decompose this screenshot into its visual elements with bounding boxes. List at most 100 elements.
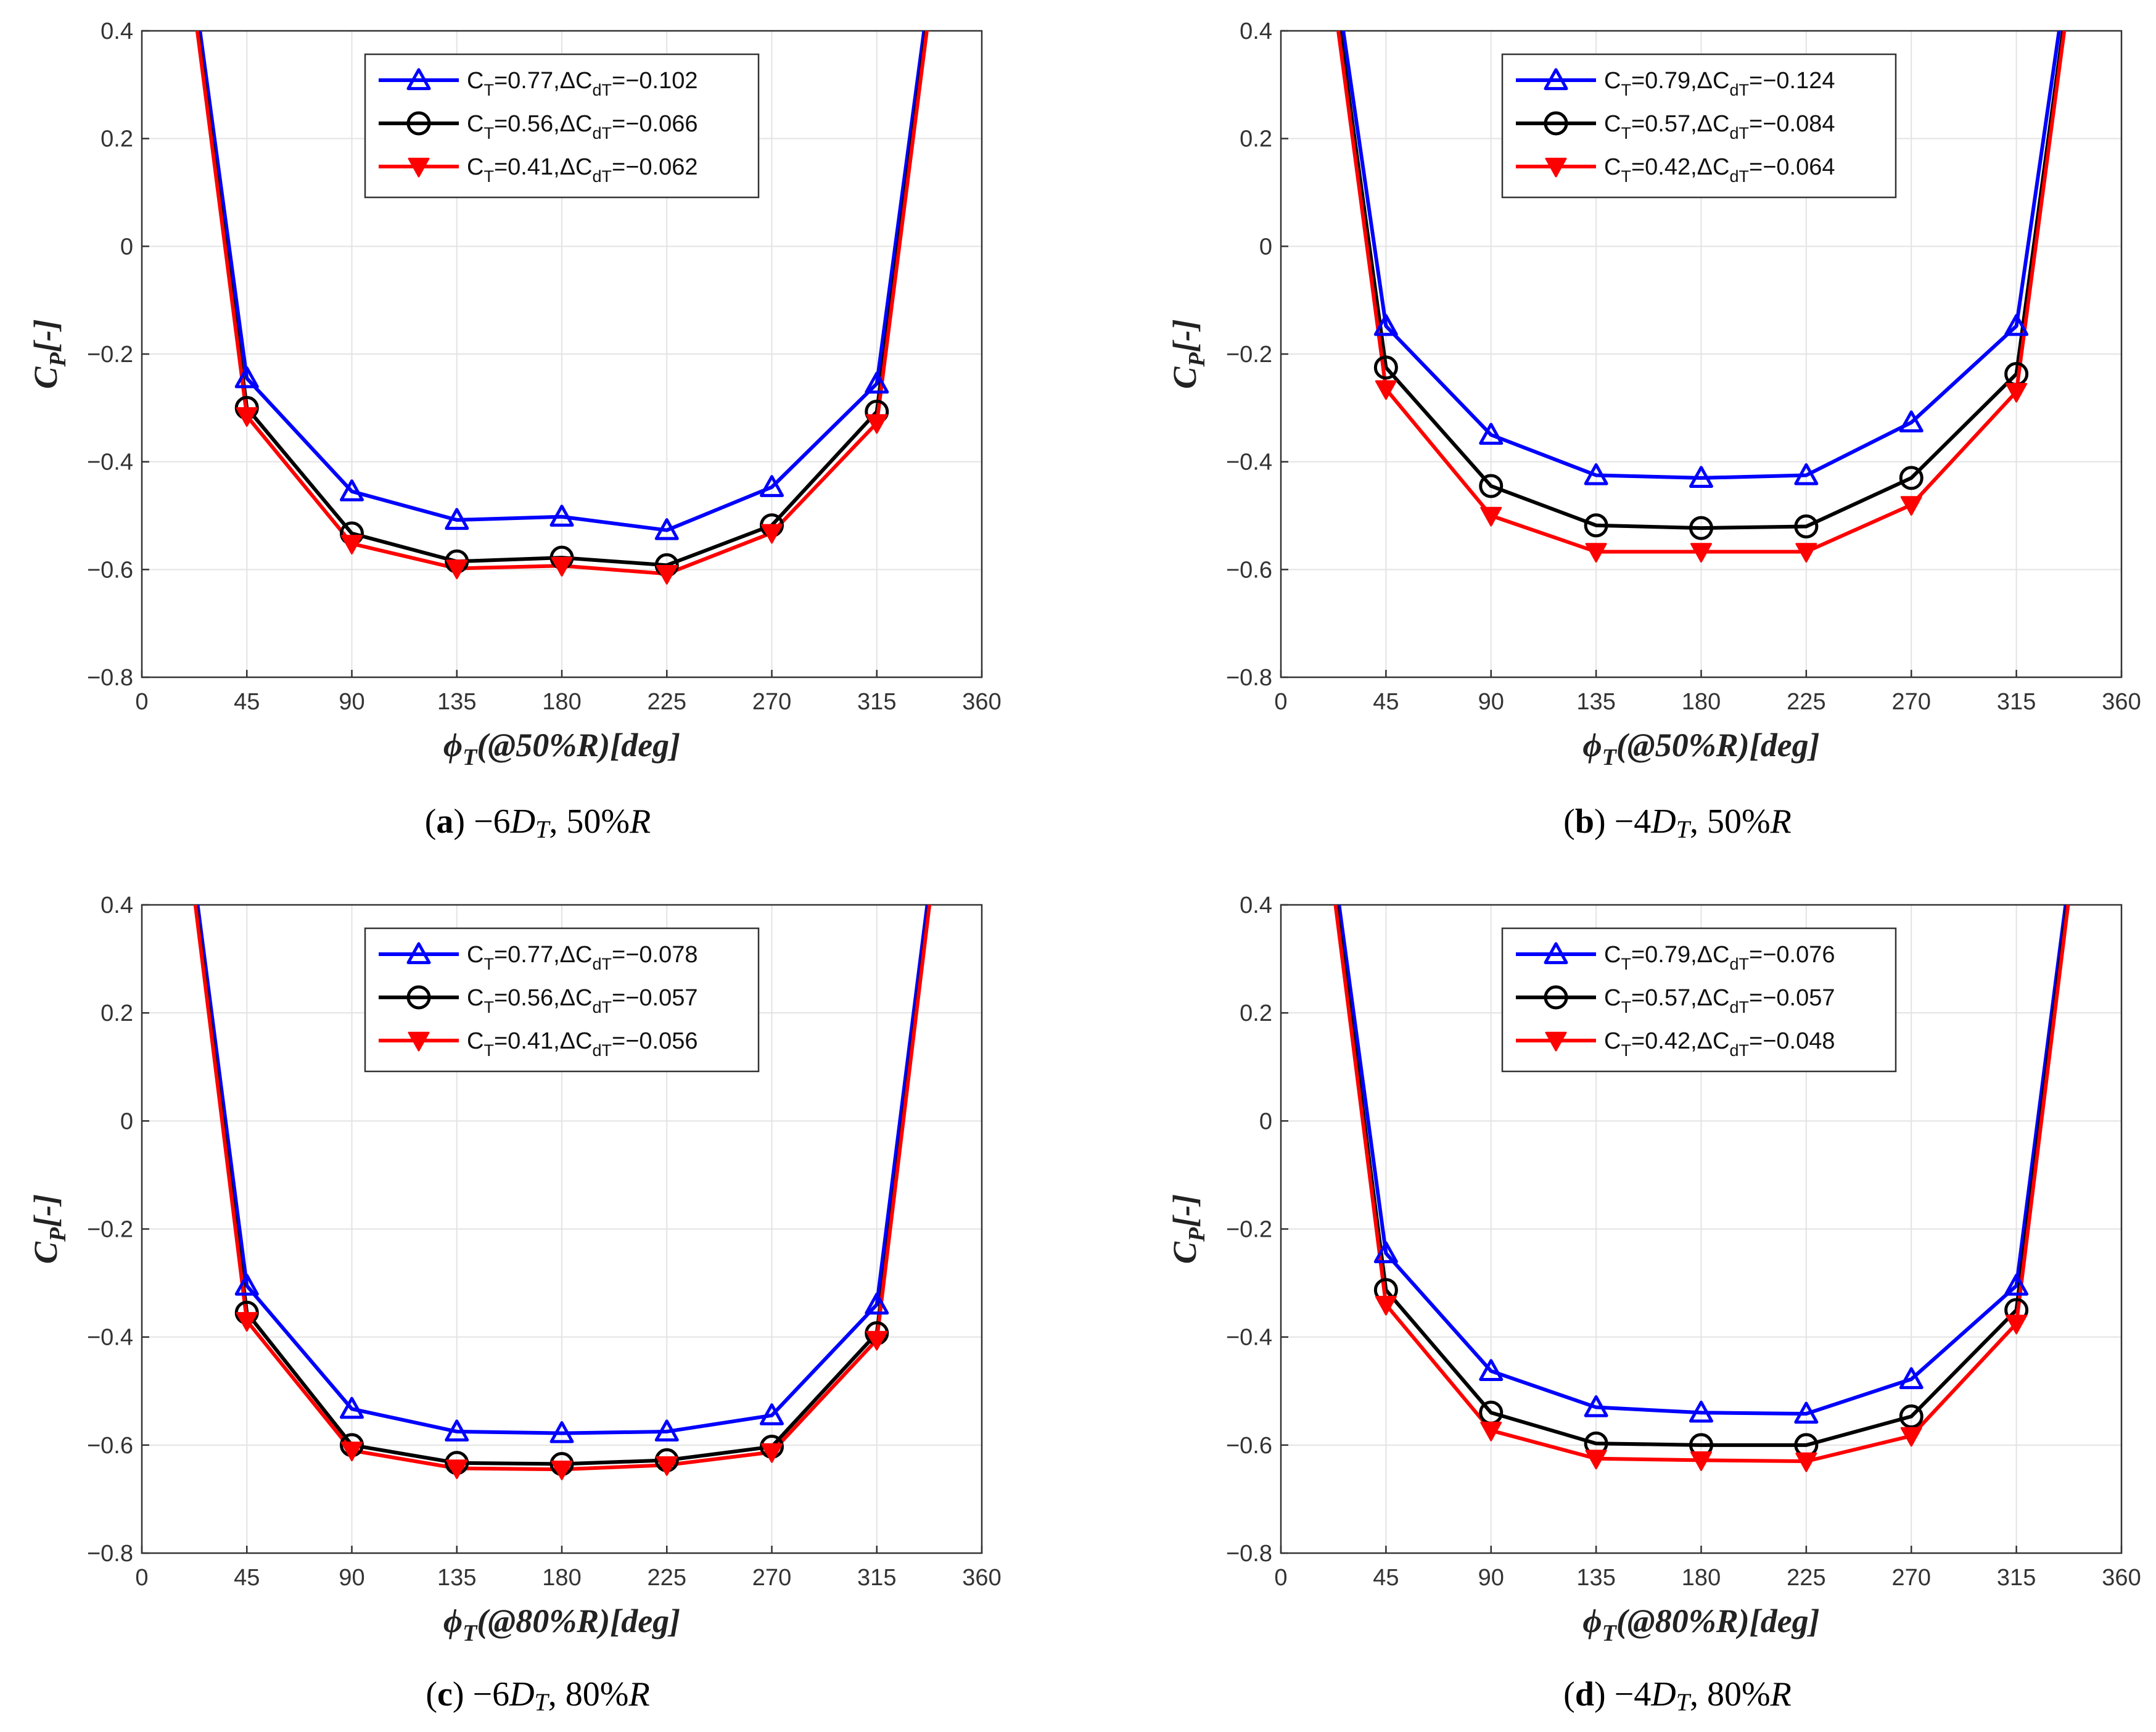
y-tick-label: −0.8 [87,665,133,691]
x-tick-label: 135 [437,1565,476,1591]
y-axis-label: CP[-] [27,319,71,389]
data-point [1689,1400,1713,1423]
data-point [1375,1295,1397,1316]
series-line-1 [1337,905,2068,1416]
data-point [1794,463,1819,485]
x-tick-label: 315 [857,689,896,715]
chart-panel-a: 0 45 90 135 180 225 270 315 360 −0.8 −0.6 −0.4 −0.2 0… [27,19,1002,843]
x-tick-label: 135 [1576,689,1615,715]
data-point [236,407,258,427]
x-tick-label: 90 [1478,689,1504,715]
x-tick-label: 90 [339,1565,364,1591]
data-point [1480,506,1502,527]
y-tick-label: −0.6 [1226,557,1272,583]
legend: CT=0.79,ΔCdT=−0.076 CT=0.57,ΔCdT=−0.057 CT… [1501,927,1897,1073]
legend-marker [406,68,431,91]
x-tick-label: 90 [339,689,364,715]
x-axis-label: ϕT(@50%R)[deg] [1582,727,1819,770]
legend-entry: CT=0.79,ΔCdT=−0.124 [1604,68,1835,99]
data-point [1899,1404,1924,1429]
x-tick-label: 45 [1373,1565,1399,1591]
x-tick-label: 45 [1373,689,1399,715]
data-point [236,1312,258,1332]
y-tick-label: 0 [120,234,133,260]
data-point [1479,474,1504,498]
y-tick-label: 0.4 [1240,893,1272,918]
data-point [654,1419,679,1442]
y-tick-label: 0.2 [1240,126,1272,152]
data-point [656,565,678,585]
data-point [760,475,784,497]
y-tick-label: 0 [1259,234,1272,260]
legend-marker [1545,157,1567,178]
y-tick-label: 0 [1259,1108,1272,1134]
series-line-2 [1338,31,2065,530]
data-point [1794,514,1819,538]
chart-panel-b: 0 45 90 135 180 225 270 315 360 −0.8 −0.6 −0.4 −0.2 0… [1166,19,2141,843]
x-tick-label: 135 [1576,1565,1615,1591]
data-point [445,508,469,530]
series-line-2 [1335,905,2070,1447]
legend-marker [406,942,431,965]
x-tick-label: 315 [1997,1565,2036,1591]
data-point [1373,1241,1398,1264]
legend-entry: CT=0.41,ΔCdT=−0.062 [467,154,698,186]
x-tick-label: 270 [1892,1565,1931,1591]
data-point [1480,1421,1502,1441]
x-tick-label: 0 [135,689,148,715]
panel-caption: (a) −6DT, 50%R [425,802,651,843]
x-tick-label: 225 [648,689,686,715]
legend-entry: CT=0.42,ΔCdT=−0.064 [1604,154,1835,186]
data-point [1690,543,1712,563]
data-point [445,1419,469,1442]
data-point [549,1421,574,1443]
data-point [340,1396,364,1419]
data-point [761,524,783,544]
data-point [1375,380,1397,400]
y-tick-label: −0.4 [87,1325,133,1351]
legend-marker [1544,942,1568,965]
legend-marker [1545,1031,1567,1052]
x-tick-label: 225 [1787,689,1825,715]
data-point [341,535,363,555]
series-line-1 [195,905,929,1435]
data-point [2006,1314,2028,1335]
legend-entry: CT=0.57,ΔCdT=−0.057 [1604,985,1835,1017]
data-point [1900,496,1922,516]
data-point [1689,516,1713,540]
x-tick-label: 315 [1997,689,2036,715]
y-tick-label: −0.2 [87,342,133,368]
data-point [1584,513,1608,538]
x-tick-label: 180 [542,1565,581,1591]
legend-marker [1544,68,1568,91]
x-tick-label: 0 [1274,689,1287,715]
x-tick-label: 315 [857,1565,896,1591]
x-tick-label: 270 [1892,689,1931,715]
legend-entry: CT=0.77,ΔCdT=−0.102 [467,68,698,99]
data-point [1900,1427,1922,1447]
y-axis-label: CP[-] [27,1194,71,1264]
y-tick-label: −0.2 [1226,1217,1272,1243]
x-tick-label: 270 [752,689,791,715]
x-tick-label: 90 [1478,1565,1504,1591]
data-point [656,1456,678,1476]
data-point [2004,1273,2029,1296]
y-tick-label: 0.4 [1240,19,1272,44]
y-tick-label: 0 [120,1108,133,1134]
x-tick-label: 180 [1682,689,1721,715]
data-point [549,505,574,527]
data-point [1373,314,1398,336]
panel-caption: (c) −6DT, 80%R [426,1675,649,1716]
x-tick-label: 135 [437,689,476,715]
data-point [1899,1367,1924,1390]
series-line-1 [198,31,926,532]
data-point [1479,423,1504,445]
data-point [1584,1395,1608,1417]
legend-box [364,927,760,1073]
y-tick-label: −0.6 [1226,1433,1272,1459]
series-group [1333,905,2070,1472]
data-point [1479,1359,1504,1381]
x-tick-label: 360 [962,1565,1001,1591]
series-line-1 [1341,31,2061,480]
data-point [761,1443,783,1463]
